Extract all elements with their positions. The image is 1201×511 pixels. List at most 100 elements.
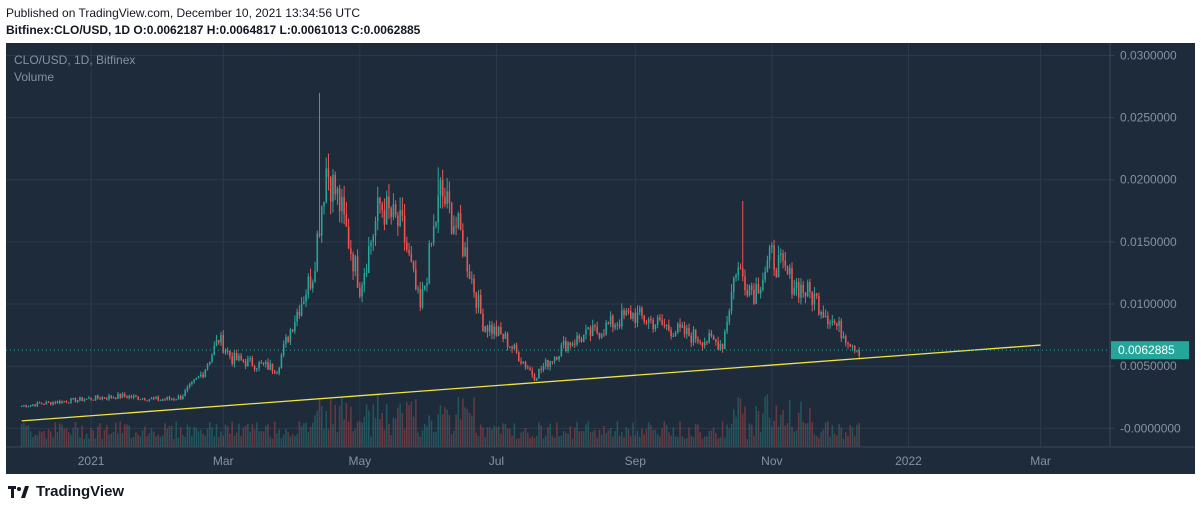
candle-body	[85, 398, 88, 400]
volume-bar	[824, 422, 827, 447]
candle-body	[500, 327, 502, 334]
volume-bar	[506, 428, 509, 447]
volume-bar	[603, 425, 605, 447]
candle-body	[260, 362, 263, 364]
volume-bar	[175, 421, 177, 447]
volume-bar	[423, 424, 426, 447]
candle-body	[135, 395, 137, 397]
candle-body	[141, 398, 144, 400]
volume-bar	[659, 436, 661, 447]
volume-bar	[168, 426, 171, 447]
volume-bar	[656, 434, 659, 447]
volume-bar	[112, 432, 115, 447]
volume-bar	[567, 433, 569, 447]
volume-bar	[578, 431, 581, 447]
volume-bar	[596, 437, 598, 447]
volume-bar	[332, 423, 334, 447]
volume-bar	[453, 430, 455, 447]
candle-body	[853, 345, 856, 352]
volume-bar	[681, 436, 684, 447]
volume-bar	[809, 407, 811, 447]
volume-bar	[674, 436, 677, 447]
candle-body	[782, 253, 784, 261]
volume-bar	[220, 431, 222, 447]
candle-body	[502, 333, 504, 339]
candle-body	[38, 402, 41, 404]
candle-body	[61, 401, 63, 404]
candle-body	[538, 369, 540, 379]
candle-body	[529, 368, 531, 371]
volume-bar	[724, 437, 726, 447]
candle-body	[712, 336, 715, 340]
candle-body	[685, 327, 688, 335]
price-axis[interactable]: 0.0300000 0.0250000 0.0200000 0.0150000 0.01…	[1110, 48, 1181, 435]
volume-bar	[502, 423, 504, 447]
volume-bar	[74, 421, 77, 447]
volume-bar	[446, 409, 448, 447]
volume-bar	[497, 426, 500, 447]
candle-body	[757, 284, 760, 294]
volume-bar	[85, 433, 88, 447]
close-value: 0.0062885	[363, 23, 421, 37]
candle-body	[56, 400, 59, 404]
volume-bar	[54, 422, 57, 447]
candle-body	[562, 340, 565, 346]
volume-bar	[191, 436, 193, 447]
candle-body	[81, 397, 83, 402]
candle-body	[616, 324, 619, 326]
volume-bar	[690, 435, 693, 447]
candle-body	[717, 341, 719, 350]
volume-bar	[479, 424, 482, 447]
candle-body	[23, 405, 25, 407]
candle-body	[58, 400, 61, 404]
candle-body	[72, 397, 74, 399]
candle-body	[471, 278, 473, 280]
candle-body	[724, 331, 726, 350]
candle-body	[459, 213, 462, 231]
candle-body	[269, 363, 272, 370]
candle-body	[741, 268, 744, 277]
candle-body	[706, 341, 708, 343]
volume-bar	[549, 423, 551, 447]
candle-body	[376, 197, 379, 222]
volume-bar	[238, 423, 240, 447]
volume-bar	[426, 426, 428, 447]
volume-bar	[76, 427, 79, 447]
candle-body	[699, 341, 701, 343]
volume-bar	[291, 434, 294, 447]
volume-bar	[352, 431, 354, 447]
volume-bar	[518, 438, 520, 447]
volume-bar	[388, 423, 390, 447]
volume-bar	[833, 433, 836, 447]
volume-bar	[206, 428, 209, 447]
volume-bars	[20, 393, 860, 447]
candle-body	[361, 285, 363, 297]
volume-bar	[448, 415, 451, 447]
volume-bar	[849, 424, 852, 447]
candle-body	[762, 279, 764, 290]
volume-bar	[741, 413, 744, 447]
candle-body	[621, 310, 623, 327]
volume-bar	[278, 429, 280, 447]
candle-body	[522, 361, 525, 364]
candle-body	[417, 288, 419, 290]
candle-body	[647, 319, 650, 323]
candle-body	[316, 233, 319, 271]
candle-body	[858, 350, 860, 356]
price-chart[interactable]: 0.0300000 0.0250000 0.0200000 0.0150000 0.01…	[6, 43, 1195, 474]
volume-bar	[717, 438, 719, 447]
candle-body	[52, 402, 54, 405]
candle-body	[809, 282, 811, 293]
volume-bar	[338, 405, 341, 447]
last-price-text: 0.0062885	[1118, 343, 1175, 357]
volume-bar	[632, 422, 634, 447]
candle-body	[484, 326, 487, 332]
volume-bar	[638, 436, 641, 447]
volume-bar	[117, 433, 119, 447]
candle-body	[421, 289, 424, 308]
candle-body	[795, 281, 798, 289]
candle-body	[587, 327, 590, 330]
volume-bar	[708, 430, 710, 447]
volume-bar	[253, 429, 256, 447]
time-axis[interactable]: 2021 Mar May Jul Sep Nov 2022 Mar	[78, 454, 1051, 468]
